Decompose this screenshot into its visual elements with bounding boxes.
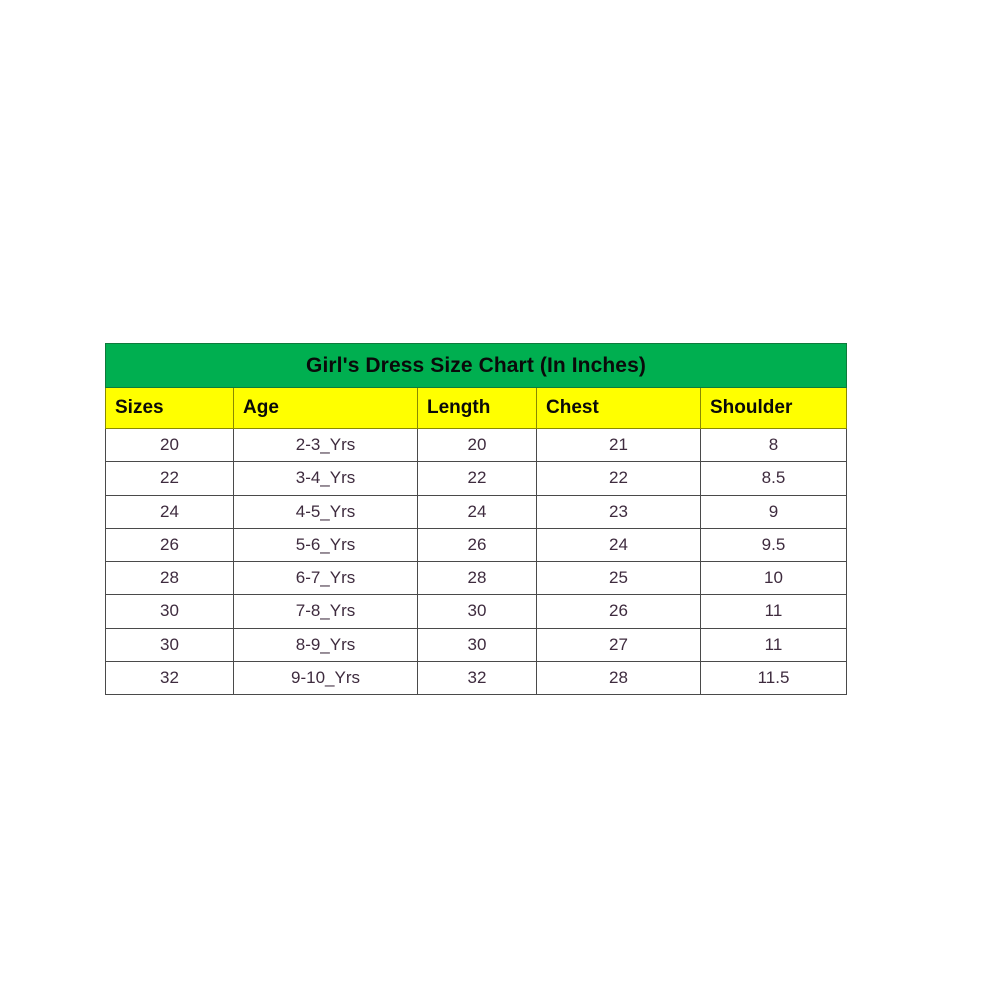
table-row: 26 5-6_Yrs 26 24 9.5 — [105, 527, 847, 563]
cell-length: 30 — [417, 594, 537, 629]
cell-shoulder: 11 — [700, 627, 847, 663]
cell-age: 4-5_Yrs — [233, 494, 418, 529]
cell-shoulder: 8 — [700, 427, 847, 463]
cell-shoulder: 11 — [700, 594, 847, 629]
cell-age: 3-4_Yrs — [233, 461, 418, 496]
cell-age: 5-6_Yrs — [233, 527, 418, 563]
table-row: 32 9-10_Yrs 32 28 11.5 — [105, 661, 847, 696]
cell-sizes: 26 — [105, 527, 234, 563]
column-header-sizes: Sizes — [105, 387, 234, 429]
cell-chest: 24 — [536, 527, 701, 563]
column-header-chest: Chest — [536, 387, 701, 429]
cell-chest: 25 — [536, 561, 701, 596]
cell-length: 30 — [417, 627, 537, 663]
table-row: 30 8-9_Yrs 30 27 11 — [105, 627, 847, 663]
table-row: 30 7-8_Yrs 30 26 11 — [105, 594, 847, 629]
cell-chest: 28 — [536, 661, 701, 696]
cell-length: 32 — [417, 661, 537, 696]
cell-shoulder: 9.5 — [700, 527, 847, 563]
cell-age: 9-10_Yrs — [233, 661, 418, 696]
cell-sizes: 32 — [105, 661, 234, 696]
cell-shoulder: 10 — [700, 561, 847, 596]
column-header-length: Length — [417, 387, 537, 429]
cell-shoulder: 8.5 — [700, 461, 847, 496]
table-row: 20 2-3_Yrs 20 21 8 — [105, 427, 847, 463]
column-header-shoulder: Shoulder — [700, 387, 847, 429]
cell-chest: 26 — [536, 594, 701, 629]
cell-sizes: 30 — [105, 627, 234, 663]
table-title-row: Girl's Dress Size Chart (In Inches) — [105, 343, 847, 388]
cell-length: 24 — [417, 494, 537, 529]
cell-sizes: 30 — [105, 594, 234, 629]
table-row: 28 6-7_Yrs 28 25 10 — [105, 561, 847, 596]
table-row: 22 3-4_Yrs 22 22 8.5 — [105, 461, 847, 496]
size-chart-table: Girl's Dress Size Chart (In Inches) Size… — [105, 343, 847, 696]
column-header-age: Age — [233, 387, 418, 429]
cell-length: 20 — [417, 427, 537, 463]
cell-chest: 23 — [536, 494, 701, 529]
cell-age: 2-3_Yrs — [233, 427, 418, 463]
cell-length: 26 — [417, 527, 537, 563]
chart-title: Girl's Dress Size Chart (In Inches) — [105, 343, 847, 388]
cell-chest: 21 — [536, 427, 701, 463]
cell-chest: 22 — [536, 461, 701, 496]
cell-sizes: 20 — [105, 427, 234, 463]
cell-age: 7-8_Yrs — [233, 594, 418, 629]
table-row: 24 4-5_Yrs 24 23 9 — [105, 494, 847, 529]
table-header-row: Sizes Age Length Chest Shoulder — [105, 387, 847, 429]
cell-shoulder: 11.5 — [700, 661, 847, 696]
cell-age: 6-7_Yrs — [233, 561, 418, 596]
table-body: 20 2-3_Yrs 20 21 8 22 3-4_Yrs 22 22 8.5 … — [105, 427, 847, 696]
cell-age: 8-9_Yrs — [233, 627, 418, 663]
cell-chest: 27 — [536, 627, 701, 663]
cell-length: 28 — [417, 561, 537, 596]
cell-shoulder: 9 — [700, 494, 847, 529]
cell-sizes: 24 — [105, 494, 234, 529]
cell-sizes: 28 — [105, 561, 234, 596]
cell-length: 22 — [417, 461, 537, 496]
cell-sizes: 22 — [105, 461, 234, 496]
